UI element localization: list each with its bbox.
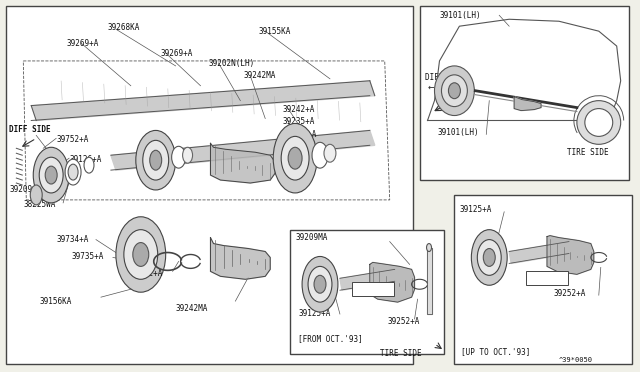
Bar — [420, 6, 628, 180]
Ellipse shape — [116, 217, 166, 292]
Text: 39752+A: 39752+A — [56, 135, 88, 144]
Ellipse shape — [314, 275, 326, 293]
Text: 39242+A: 39242+A — [282, 105, 314, 113]
Ellipse shape — [136, 131, 175, 190]
Ellipse shape — [84, 157, 94, 173]
Ellipse shape — [133, 243, 148, 266]
Polygon shape — [426, 247, 431, 314]
Ellipse shape — [577, 101, 621, 144]
Polygon shape — [31, 81, 375, 121]
Text: 39242MA: 39242MA — [243, 71, 276, 80]
Text: 39242MA: 39242MA — [175, 304, 208, 313]
Text: DIFF SIDE: DIFF SIDE — [424, 73, 466, 82]
Ellipse shape — [483, 248, 495, 266]
Text: 39126+A: 39126+A — [69, 155, 102, 164]
Ellipse shape — [471, 230, 507, 285]
Text: 39734+A: 39734+A — [56, 235, 88, 244]
Ellipse shape — [426, 244, 431, 251]
Text: ^39*0050: ^39*0050 — [559, 357, 593, 363]
Polygon shape — [509, 241, 571, 263]
Text: 39269+A: 39269+A — [161, 49, 193, 58]
Text: 39268KA: 39268KA — [108, 23, 140, 32]
Ellipse shape — [442, 75, 467, 107]
Bar — [454, 195, 632, 364]
Ellipse shape — [45, 166, 57, 184]
Text: 39125+A: 39125+A — [460, 205, 492, 214]
Ellipse shape — [182, 147, 193, 163]
Text: 39125+A: 39125+A — [298, 309, 330, 318]
Ellipse shape — [30, 185, 42, 205]
Bar — [6, 6, 413, 364]
Text: 39209MA: 39209MA — [295, 232, 328, 242]
Ellipse shape — [143, 140, 169, 180]
Ellipse shape — [33, 147, 69, 203]
Polygon shape — [514, 97, 541, 110]
Text: [UP TO OCT.'93]: [UP TO OCT.'93] — [461, 347, 531, 356]
Polygon shape — [547, 235, 594, 274]
Text: 39209+A: 39209+A — [10, 185, 42, 194]
Text: SEC.476: SEC.476 — [354, 284, 383, 290]
Polygon shape — [340, 269, 397, 290]
Polygon shape — [370, 262, 415, 302]
Text: 39202N(LH): 39202N(LH) — [209, 59, 255, 68]
Ellipse shape — [324, 144, 336, 162]
Text: SEC.476: SEC.476 — [528, 273, 558, 279]
Ellipse shape — [39, 157, 63, 193]
Text: 39252+A: 39252+A — [388, 317, 420, 326]
Bar — [526, 271, 568, 285]
Ellipse shape — [68, 164, 78, 180]
Bar — [352, 282, 394, 296]
Ellipse shape — [302, 256, 338, 312]
Ellipse shape — [308, 266, 332, 302]
Ellipse shape — [585, 109, 612, 137]
Ellipse shape — [312, 142, 328, 168]
Text: 39156KA: 39156KA — [39, 297, 72, 306]
Text: 39101(LH): 39101(LH) — [438, 128, 479, 137]
Ellipse shape — [288, 147, 302, 169]
Bar — [290, 230, 444, 354]
Ellipse shape — [435, 66, 474, 116]
Text: 39101(LH): 39101(LH) — [440, 11, 481, 20]
Ellipse shape — [65, 159, 81, 185]
Text: 39269+A: 39269+A — [66, 39, 99, 48]
Ellipse shape — [281, 137, 309, 180]
Text: TIRE SIDE: TIRE SIDE — [380, 349, 421, 358]
Ellipse shape — [150, 150, 162, 170]
Ellipse shape — [273, 124, 317, 193]
Text: 38225WA: 38225WA — [23, 200, 56, 209]
Text: TIRE SIDE: TIRE SIDE — [567, 148, 609, 157]
Ellipse shape — [172, 146, 186, 168]
Text: 39234+A: 39234+A — [284, 131, 317, 140]
Text: 39252+A: 39252+A — [554, 289, 586, 298]
Text: 39235+A: 39235+A — [282, 116, 314, 125]
Text: 39735+A: 39735+A — [71, 251, 104, 260]
Ellipse shape — [477, 240, 501, 275]
Polygon shape — [111, 131, 375, 170]
Text: 39155KA: 39155KA — [259, 27, 291, 36]
Polygon shape — [211, 143, 275, 183]
Polygon shape — [211, 238, 270, 279]
Text: ←: ← — [428, 83, 435, 93]
Ellipse shape — [449, 83, 460, 99]
Text: DIFF SIDE: DIFF SIDE — [10, 125, 51, 134]
Text: 39742+A: 39742+A — [131, 269, 163, 278]
Text: [FROM OCT.'93]: [FROM OCT.'93] — [298, 334, 363, 343]
Ellipse shape — [124, 230, 157, 279]
